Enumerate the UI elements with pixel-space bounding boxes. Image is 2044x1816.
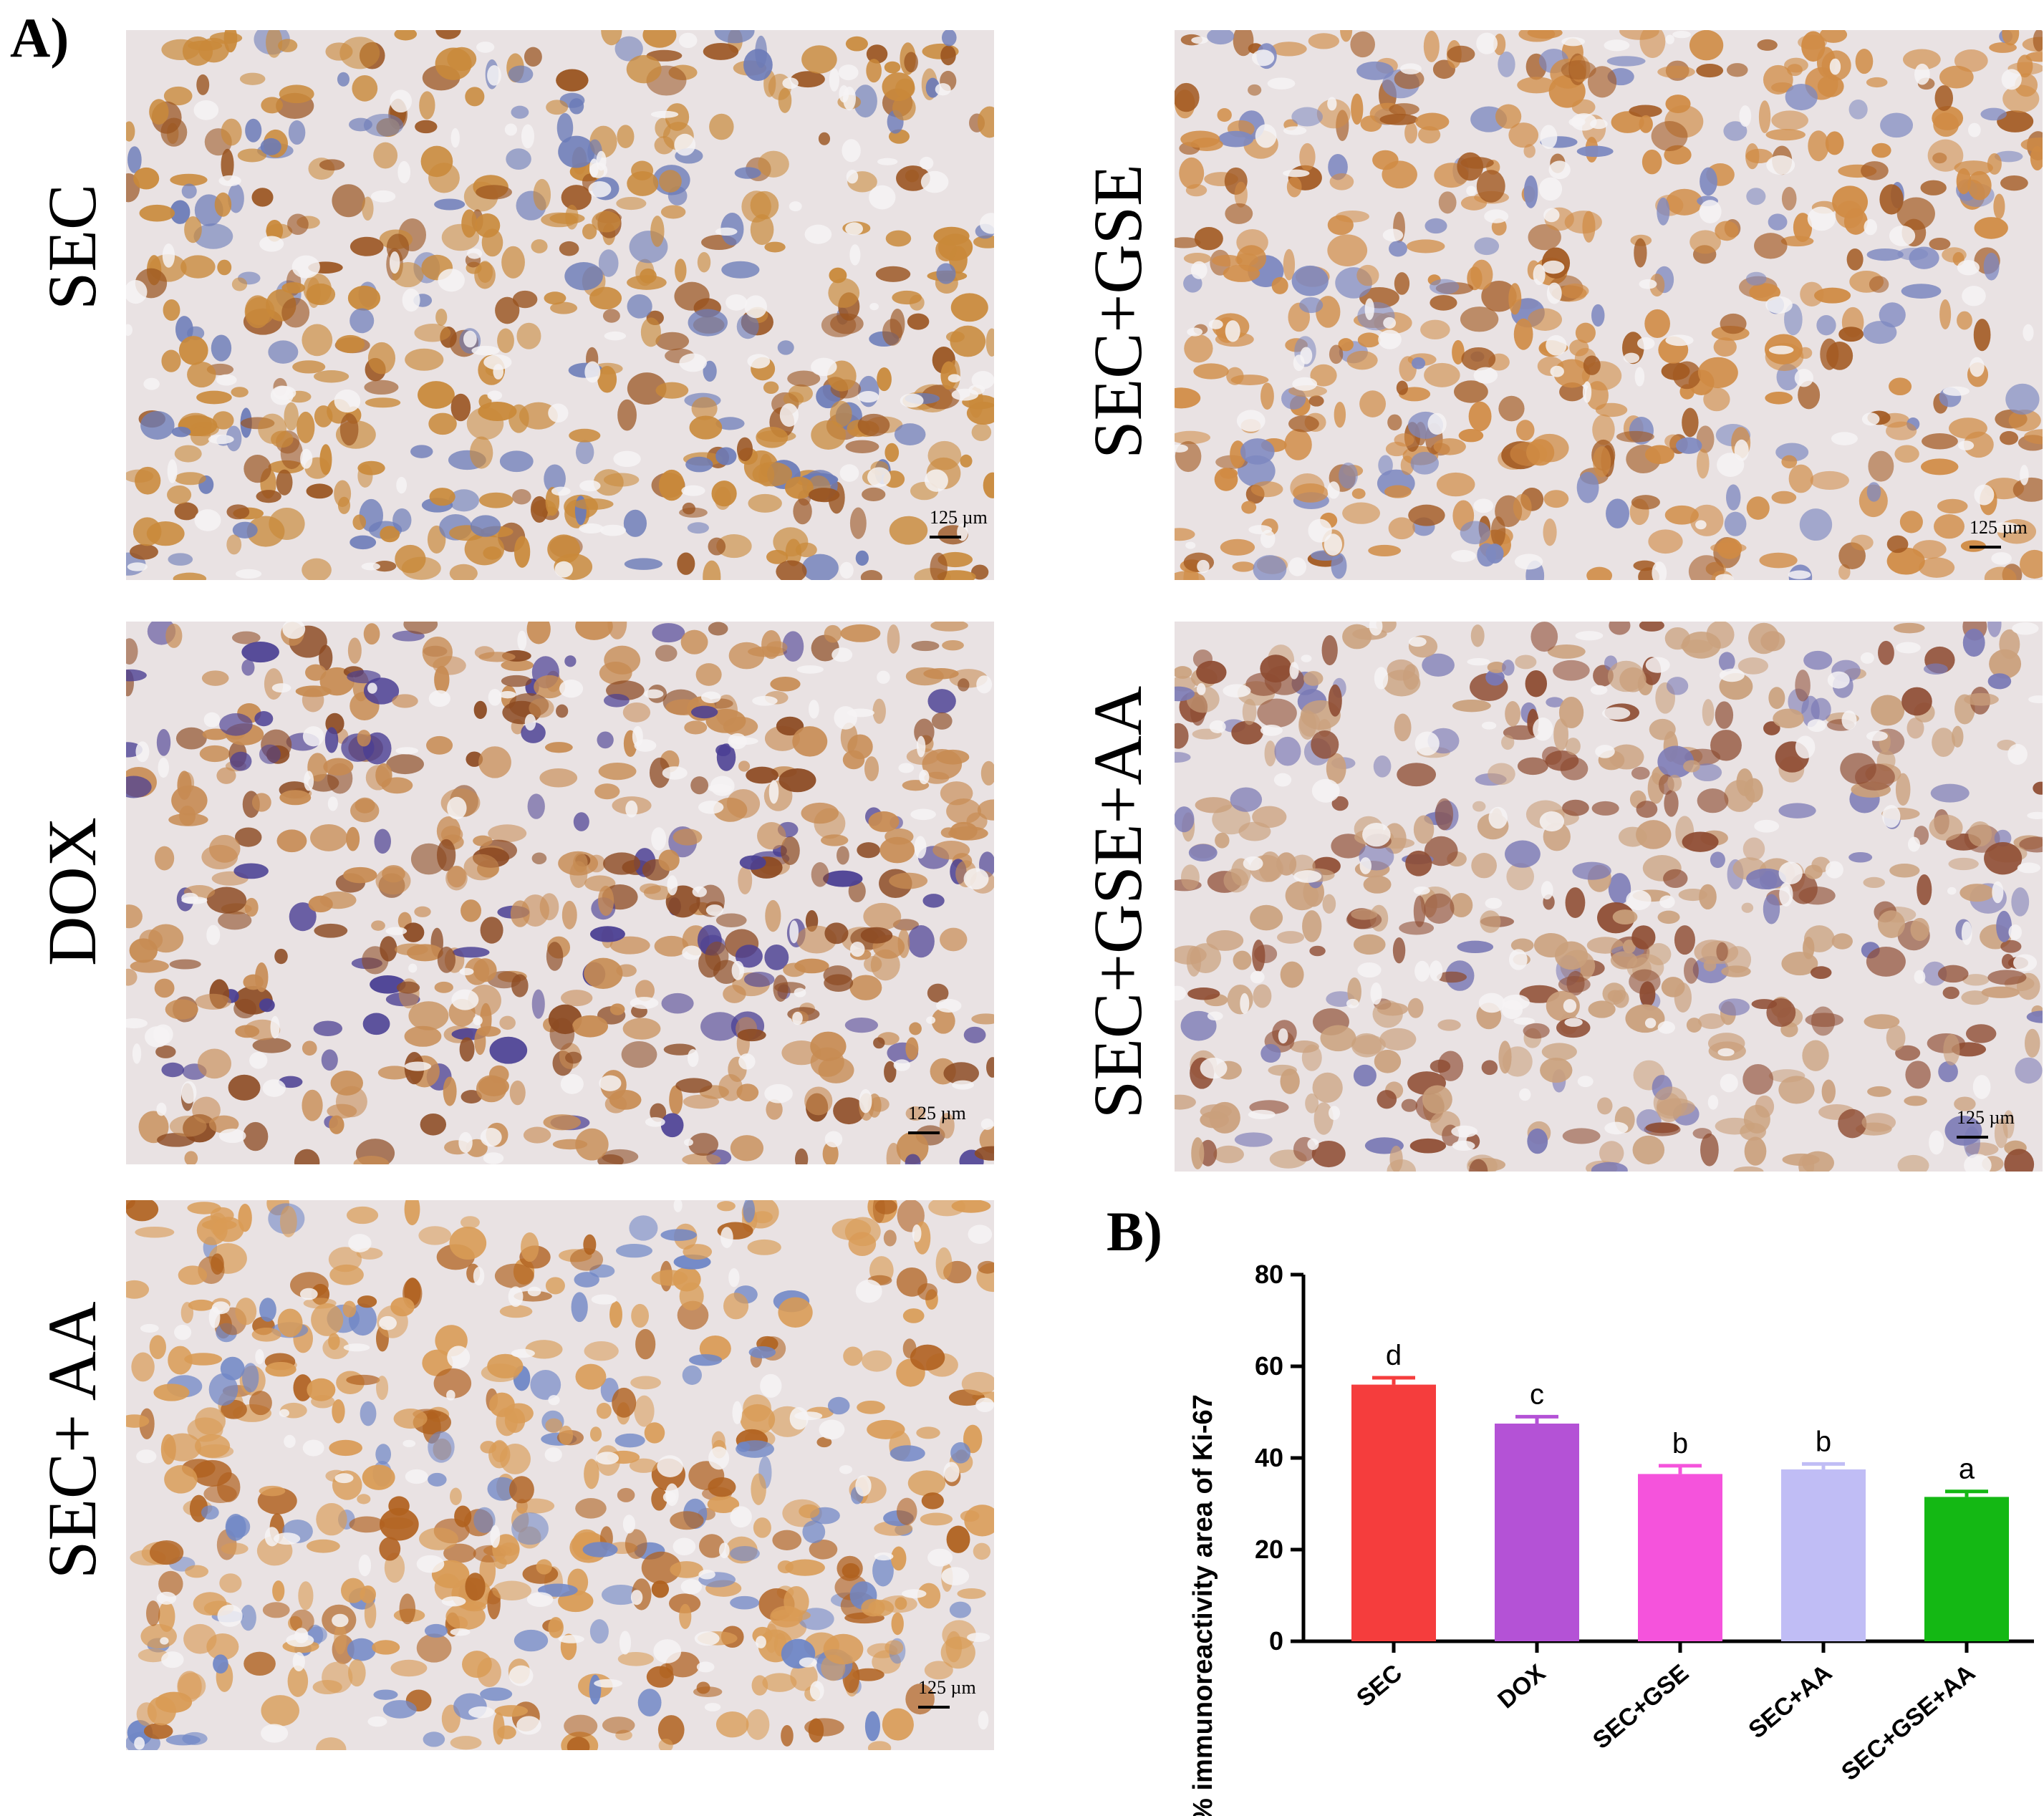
- significance-letter: c: [1530, 1378, 1544, 1410]
- x-tick-label: SEC+GSE: [1588, 1659, 1694, 1754]
- bar-dox: [1495, 1424, 1579, 1641]
- scale-bar-label: 125 µm: [908, 1103, 966, 1124]
- micrograph-texture: [126, 622, 994, 1164]
- y-tick-label: 0: [1269, 1626, 1283, 1656]
- x-tick-label: DOX: [1493, 1659, 1551, 1714]
- row-label-sec-aa: SEC+ AA: [34, 1301, 110, 1579]
- scale-bar-sec: 125 µm: [930, 507, 988, 538]
- row-label-sec-gse-aa: SEC+GSE+AA: [1079, 685, 1156, 1119]
- significance-letter: a: [1959, 1454, 1975, 1485]
- row-label-sec-gse: SEC+GSE: [1079, 164, 1156, 459]
- panel-a-label: A): [10, 6, 69, 69]
- x-tick-label: SEC+GSE+AA: [1836, 1659, 1980, 1786]
- y-tick-label: 60: [1255, 1351, 1283, 1381]
- scale-bar-sec-aa: 125 µm: [918, 1677, 976, 1709]
- row-label-sec: SEC: [34, 183, 110, 311]
- scale-bar-dox: 125 µm: [908, 1103, 966, 1134]
- micrograph-sec-gse-aa: [1175, 622, 2043, 1172]
- micrograph-sec-gse: [1175, 30, 2043, 580]
- y-tick-label: 80: [1255, 1260, 1283, 1289]
- bar-sec-gse: [1638, 1474, 1722, 1641]
- ki67-bar-chart: 0 20 40 60 80 % immunoreactivity area of Ki-6…: [1188, 1260, 2034, 1816]
- micrograph-texture: [126, 1200, 994, 1750]
- scale-bar-label: 125 µm: [1957, 1107, 2015, 1128]
- micrograph-texture: [1175, 30, 2043, 580]
- scale-bar-sec-gse: 125 µm: [1970, 517, 2028, 549]
- significance-letter: b: [1672, 1428, 1688, 1459]
- micrograph-dox: [126, 622, 994, 1164]
- bar-sec-gse-aa: [1924, 1497, 2009, 1641]
- y-axis-label: % immunoreactivity area of Ki-67: [1188, 1394, 1218, 1816]
- micrograph-texture: [126, 30, 994, 580]
- row-label-dox: DOX: [34, 817, 110, 966]
- y-tick-label: 20: [1255, 1535, 1283, 1564]
- micrograph-sec: [126, 30, 994, 580]
- x-tick-label: SEC: [1351, 1659, 1407, 1712]
- micrograph-texture: [1175, 622, 2043, 1172]
- x-tick-label: SEC+AA: [1743, 1659, 1837, 1744]
- scale-bar-label: 125 µm: [1970, 517, 2028, 538]
- micrograph-sec-aa: [126, 1200, 994, 1750]
- scale-bar-sec-gse-aa: 125 µm: [1957, 1107, 2015, 1139]
- y-tick-label: 40: [1255, 1443, 1283, 1472]
- significance-letter: d: [1386, 1340, 1402, 1371]
- significance-letter: b: [1816, 1426, 1831, 1457]
- bar-sec-aa: [1781, 1469, 1866, 1641]
- panel-b-label: B): [1107, 1200, 1162, 1262]
- bar-sec: [1351, 1384, 1436, 1641]
- scale-bar-label: 125 µm: [918, 1677, 976, 1698]
- scale-bar-label: 125 µm: [930, 507, 988, 528]
